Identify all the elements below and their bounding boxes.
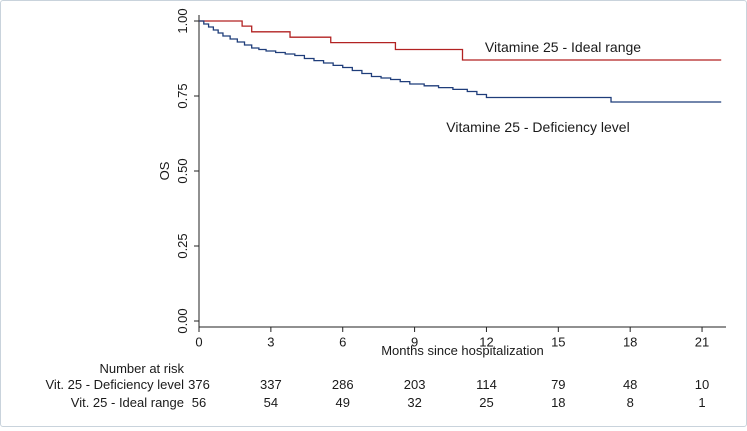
risk-count: 54 xyxy=(264,395,278,410)
series-label-ideal-range: Vitamine 25 - Ideal range xyxy=(485,39,641,55)
x-tick-label: 0 xyxy=(195,335,202,350)
y-tick-label: 0.00 xyxy=(175,308,190,333)
series-label-deficiency-level: Vitamine 25 - Deficiency level xyxy=(446,119,629,135)
risk-table-title: Number at risk xyxy=(99,361,184,376)
axes-group: 0.00 0.25 0.50 0.75 1.00 OS 0 3 6 9 12 15 18 21 Months… xyxy=(157,8,726,358)
risk-count: 56 xyxy=(192,395,206,410)
series-line-deficiency-level xyxy=(199,20,722,103)
risk-count: 18 xyxy=(551,395,565,410)
risk-count: 203 xyxy=(404,377,426,392)
risk-count: 10 xyxy=(695,377,709,392)
risk-count: 25 xyxy=(479,395,493,410)
y-tick-label: 0.50 xyxy=(175,158,190,183)
risk-count: 376 xyxy=(188,377,210,392)
y-tick-label: 0.25 xyxy=(175,233,190,258)
labels-group: Vitamine 25 - Ideal range Vitamine 25 - D… xyxy=(446,39,641,135)
risk-count: 49 xyxy=(335,395,349,410)
risk-count: 114 xyxy=(476,377,497,392)
risk-count: 337 xyxy=(260,377,282,392)
x-tick-label: 6 xyxy=(339,335,346,350)
risk-row-label: Vit. 25 - Deficiency level xyxy=(46,377,185,392)
x-axis-title: Months since hospitalization xyxy=(381,343,544,358)
series-line-ideal-range xyxy=(199,20,722,61)
x-tick-label: 9 xyxy=(411,335,418,350)
y-tick-label: 0.75 xyxy=(175,83,190,108)
risk-count: 8 xyxy=(627,395,634,410)
risk-row-label: Vit. 25 - Ideal range xyxy=(71,395,184,410)
risk-count: 286 xyxy=(332,377,354,392)
risk-count: 79 xyxy=(551,377,565,392)
risk-count: 48 xyxy=(623,377,637,392)
x-tick-label: 12 xyxy=(479,335,493,350)
risk-count: 32 xyxy=(407,395,421,410)
y-tick-label: 1.00 xyxy=(175,8,190,33)
risk-count: 1 xyxy=(698,395,705,410)
y-axis-title: OS xyxy=(157,161,172,180)
x-tick-label: 3 xyxy=(267,335,274,350)
x-tick-label: 18 xyxy=(623,335,637,350)
x-tick-label: 21 xyxy=(695,335,709,350)
curves-group xyxy=(199,20,722,103)
x-tick-label: 15 xyxy=(551,335,565,350)
